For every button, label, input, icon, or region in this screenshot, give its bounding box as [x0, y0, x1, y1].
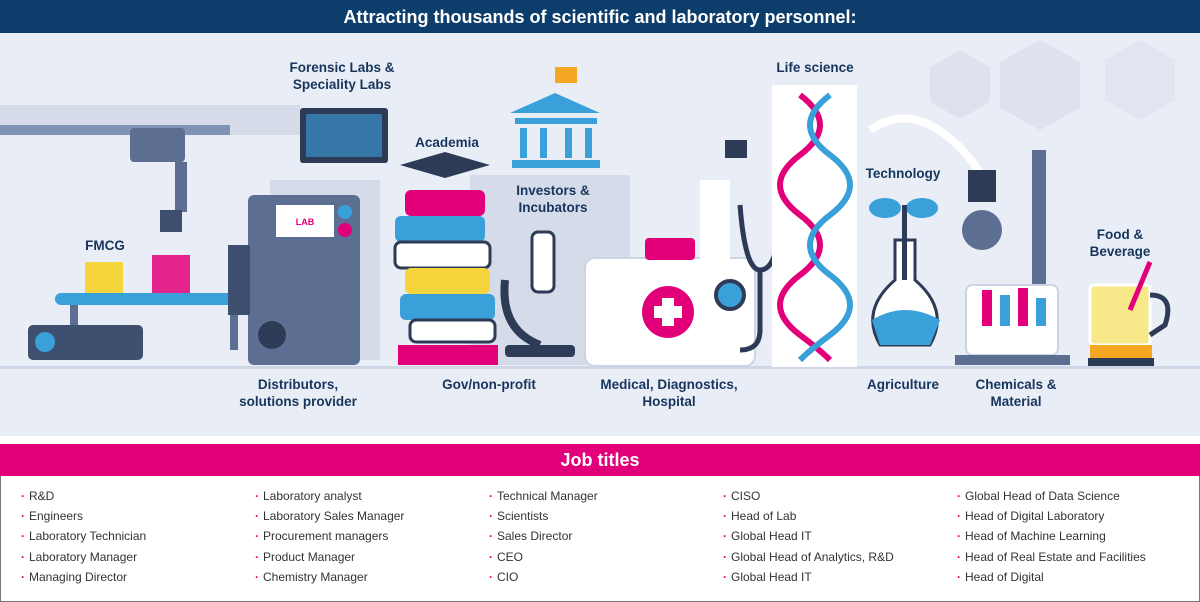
dna-icon: [777, 92, 853, 363]
bank-icon: [510, 67, 600, 168]
label-life-science: Life science: [776, 60, 854, 75]
job-title-item: Sales Director: [489, 528, 598, 548]
job-title-item: Technical Manager: [489, 488, 598, 508]
job-title-item: Laboratory Technician: [21, 528, 146, 548]
industry-illustration: LAB: [0, 33, 1200, 436]
label-line: Forensic Labs &: [289, 60, 395, 75]
job-title-item: Procurement managers: [255, 528, 404, 548]
label-line: Incubators: [518, 200, 588, 215]
job-title-item: Chemistry Manager: [255, 569, 404, 589]
label-line: Investors &: [516, 183, 590, 198]
job-title-item: Laboratory analyst: [255, 488, 404, 508]
job-title-item: Product Manager: [255, 549, 404, 569]
job-title-item: Head of Lab: [723, 508, 894, 528]
job-title-item: Global Head IT: [723, 569, 894, 589]
job-column: CISOHead of LabGlobal Head ITGlobal Head…: [723, 488, 894, 589]
job-title-item: Scientists: [489, 508, 598, 528]
job-title-item: CIO: [489, 569, 598, 589]
job-column: Technical ManagerScientistsSales Directo…: [489, 488, 598, 589]
microscope-icon: [500, 230, 575, 357]
label-line: Distributors,: [257, 377, 339, 392]
job-title-item: Head of Digital: [957, 569, 1146, 589]
books-icon: [393, 152, 498, 365]
label-line: Beverage: [1089, 244, 1151, 259]
label-line: Medical, Diagnostics,: [600, 377, 738, 392]
label-academia: Academia: [415, 135, 479, 150]
job-column: Global Head of Data ScienceHead of Digit…: [957, 488, 1146, 589]
job-title-item: Global Head IT: [723, 528, 894, 548]
job-title-item: Global Head of Analytics, R&D: [723, 549, 894, 569]
label-investors: Investors & Incubators: [516, 182, 590, 216]
label-fmcg: FMCG: [85, 238, 125, 253]
job-titles-list: R&DEngineersLaboratory TechnicianLaborat…: [0, 476, 1200, 602]
job-title-item: Global Head of Data Science: [957, 488, 1146, 508]
test-tubes-icon: [955, 150, 1070, 365]
medical-kit-icon: [584, 238, 756, 367]
label-gov: Gov/non-profit: [442, 377, 536, 392]
label-food: Food & Beverage: [1090, 226, 1151, 260]
label-medical: Medical, Diagnostics, Hospital: [600, 376, 737, 410]
job-title-item: Managing Director: [21, 569, 146, 589]
label-line: Chemicals &: [975, 377, 1057, 392]
job-titles-heading: Job titles: [0, 444, 1200, 476]
label-line: Hospital: [642, 394, 696, 409]
job-title-item: Laboratory Sales Manager: [255, 508, 404, 528]
job-column: Laboratory analystLaboratory Sales Manag…: [255, 488, 404, 589]
job-title-item: Head of Real Estate and Facilities: [957, 549, 1146, 569]
label-line: Food &: [1096, 227, 1144, 242]
page-title: Attracting thousands of scientific and l…: [0, 0, 1200, 33]
illustration-graphic: LAB: [0, 40, 1200, 369]
mug-icon: [1088, 261, 1171, 366]
label-line: solutions provider: [239, 394, 357, 409]
job-column: R&DEngineersLaboratory TechnicianLaborat…: [21, 488, 146, 589]
svg-text:LAB: LAB: [296, 217, 315, 227]
job-title-item: Head of Digital Laboratory: [957, 508, 1146, 528]
label-forensic: Forensic Labs & Speciality Labs: [289, 59, 394, 93]
job-title-item: Head of Machine Learning: [957, 528, 1146, 548]
job-title-item: CEO: [489, 549, 598, 569]
job-title-item: CISO: [723, 488, 894, 508]
label-technology: Technology: [865, 166, 941, 181]
job-title-item: R&D: [21, 488, 146, 508]
plant-flask-icon: [869, 198, 940, 347]
label-chemicals: Chemicals & Material: [975, 376, 1056, 410]
label-distributors: Distributors, solutions provider: [239, 376, 357, 410]
label-line: Material: [990, 394, 1042, 409]
job-title-item: Engineers: [21, 508, 146, 528]
label-line: Speciality Labs: [292, 77, 392, 92]
job-title-item: Laboratory Manager: [21, 549, 146, 569]
label-agriculture: Agriculture: [866, 377, 940, 392]
robot-arm-icon: [130, 128, 187, 232]
